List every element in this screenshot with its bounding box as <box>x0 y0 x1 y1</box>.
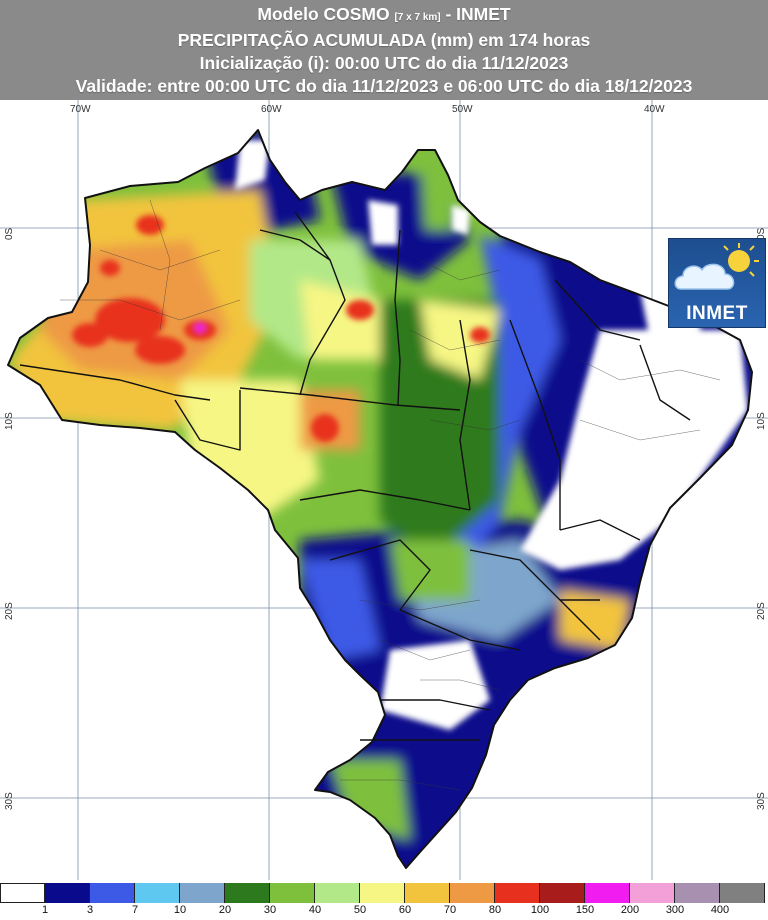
legend-swatch <box>495 883 540 903</box>
legend-label: 40 <box>308 904 322 916</box>
precipitation-field <box>8 130 752 868</box>
title-line-2: PRECIPITAÇÃO ACUMULADA (mm) em 174 horas <box>177 29 591 50</box>
title-line-3: Inicialização (i): 00:00 UTC do dia 11/1… <box>199 52 569 73</box>
lon-label-60w: 60W <box>261 104 282 115</box>
title-line-4: Validade: entre 00:00 UTC do dia 11/12/2… <box>75 75 693 96</box>
legend-label: 60 <box>398 904 412 916</box>
municipal-borders <box>60 199 721 791</box>
map-header: Modelo COSMO [7 x 7 km] - INMET PRECIPIT… <box>0 0 768 100</box>
state-borders <box>7 129 753 869</box>
legend-swatch <box>405 883 450 903</box>
legend-label: 7 <box>131 904 139 916</box>
legend-swatch <box>315 883 360 903</box>
legend-label: 20 <box>218 904 232 916</box>
legend-swatch <box>180 883 225 903</box>
legend-label: 10 <box>173 904 187 916</box>
legend-swatch <box>270 883 315 903</box>
lon-label-70w: 70W <box>70 104 91 115</box>
model-name: Modelo COSMO <box>257 3 395 24</box>
model-resolution: [7 x 7 km] <box>394 11 441 23</box>
map-svg: 70W 60W 50W 40W 0S 10S 20S 30S 0S 10S 20… <box>0 100 768 880</box>
legend-label: 50 <box>353 904 367 916</box>
legend-label: 70 <box>443 904 457 916</box>
legend-swatch <box>0 883 45 903</box>
legend-swatch <box>630 883 675 903</box>
lon-label-50w: 50W <box>452 104 473 115</box>
lat-label-20s-left: 20S <box>4 602 15 620</box>
inmet-logo: INMET <box>668 238 766 328</box>
legend-swatch <box>450 883 495 903</box>
legend-label: 30 <box>263 904 277 916</box>
legend-label: 3 <box>86 904 94 916</box>
legend-label: 300 <box>665 904 685 916</box>
legend-bar <box>0 883 765 903</box>
lat-label-20s-right: 20S <box>756 602 767 620</box>
legend-label: 150 <box>575 904 595 916</box>
legend-label: 80 <box>488 904 502 916</box>
lat-label-30s-left: 30S <box>4 792 15 810</box>
cloud-sun-icon <box>674 243 759 290</box>
legend-label: 400 <box>710 904 730 916</box>
title-line-1: Modelo COSMO [7 x 7 km] - INMET <box>0 3 768 29</box>
legend-swatch <box>90 883 135 903</box>
legend-swatch <box>135 883 180 903</box>
legend-swatch <box>540 883 585 903</box>
legend-label: 1 <box>41 904 49 916</box>
lat-label-10s-left: 10S <box>4 412 15 430</box>
longitude-labels-top: 70W 60W 50W 40W <box>70 104 665 115</box>
lat-label-30s-right: 30S <box>756 792 767 810</box>
legend-swatch <box>225 883 270 903</box>
model-source: - INMET <box>440 3 511 24</box>
legend-swatch <box>720 883 765 903</box>
lon-label-40w: 40W <box>644 104 665 115</box>
latitude-labels-left: 0S 10S 20S 30S <box>4 227 15 810</box>
legend-swatch <box>585 883 630 903</box>
legend-swatch <box>360 883 405 903</box>
color-legend: 1 3 7 10 20 30 40 50 60 70 80 100 150 200 300 400 <box>0 880 768 920</box>
latitude-labels-right: 0S 10S 20S 30S <box>756 227 767 810</box>
lat-label-0s-left: 0S <box>4 227 15 240</box>
legend-swatch <box>45 883 90 903</box>
legend-label: 200 <box>620 904 640 916</box>
legend-swatch <box>675 883 720 903</box>
precipitation-map: 70W 60W 50W 40W 0S 10S 20S 30S 0S 10S 20… <box>0 100 768 880</box>
lat-label-0s-right: 0S <box>756 227 767 240</box>
lat-label-10s-right: 10S <box>756 412 767 430</box>
logo-text: INMET <box>686 303 748 324</box>
legend-label: 100 <box>530 904 550 916</box>
